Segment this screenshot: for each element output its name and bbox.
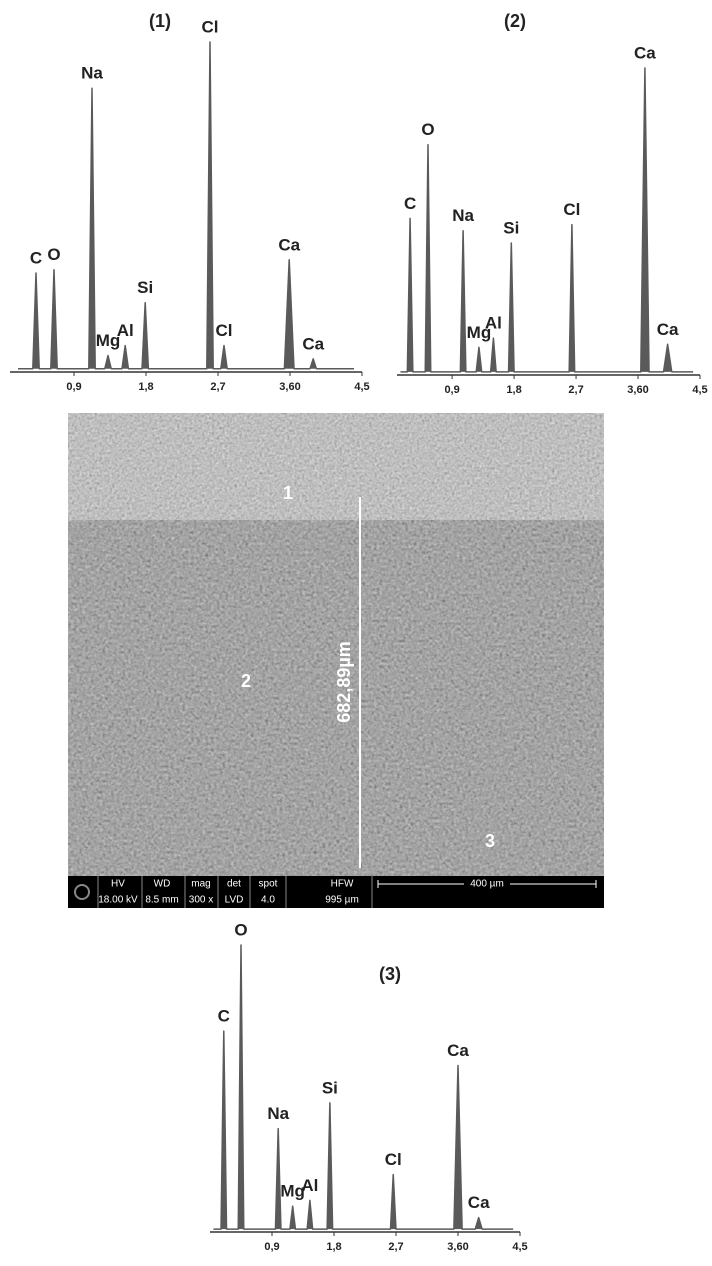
peak-label: Cl [216,321,233,340]
peak-label: C [218,1007,230,1026]
peak-label: Al [117,321,134,340]
info-value: LVD [225,895,244,906]
info-value: 4.0 [261,895,275,906]
sem-surface [68,413,604,520]
scale-bar-label: 400 µm [470,879,504,890]
x-tick-label: 3,60 [627,384,648,396]
info-value: 8.5 mm [145,895,178,906]
spectrum [213,944,514,1230]
x-tick-label: 3,60 [447,1241,468,1253]
spectrum [18,41,354,370]
peak-label: O [421,120,434,139]
x-tick-label: 2,7 [388,1241,403,1253]
info-header: HV [111,879,125,890]
x-tick-label: 0,9 [264,1241,279,1253]
x-tick-label: 0,9 [444,384,459,396]
x-tick-label: 4,5 [692,384,707,396]
scale-bar-gap [464,878,510,890]
x-tick-label: 2,7 [210,381,225,393]
peak-label: Mg [96,331,121,350]
peak-label: Mg [467,323,492,342]
info-header: HFW [331,879,354,890]
peak-label: Ca [657,320,679,339]
peak-label: Cl [202,17,219,36]
peak-label: Si [137,278,153,297]
info-header: spot [259,879,278,890]
info-value: 18.00 kV [98,895,138,906]
measurement-label: 682,89µm [334,641,354,722]
peak-label: Mg [280,1182,305,1201]
x-tick-label: 0,9 [66,381,81,393]
peak-label: Ca [278,235,300,254]
x-tick-label: 3,60 [279,381,300,393]
peak-label: Si [503,218,519,237]
x-tick-label: 1,8 [506,384,521,396]
x-tick-label: 2,7 [568,384,583,396]
peak-label: Cl [385,1150,402,1169]
peak-label: Al [301,1176,318,1195]
peak-label: Ca [302,334,324,353]
peak-label: C [30,248,42,267]
point-label: 1 [283,483,293,503]
peak-label: Ca [447,1041,469,1060]
point-label: 2 [241,671,251,691]
peak-label: Na [81,64,103,83]
sem-image: 682,89µm 1 2 3 400 µm [68,413,604,908]
info-header: WD [154,879,171,890]
peak-label: Ca [634,43,656,62]
spectrum [400,67,694,373]
info-value: 995 µm [325,895,359,906]
x-tick-label: 4,5 [354,381,369,393]
info-header: mag [191,879,210,890]
peak-label: Al [485,314,502,333]
info-header: det [227,879,241,890]
peak-label: Ca [468,1193,490,1212]
chart-title: (1) [149,11,171,31]
logo [74,884,90,900]
peak-label: Na [452,206,474,225]
chart-title: (3) [379,964,401,984]
info-bar [68,876,604,908]
peak-label: C [404,194,416,213]
info-value: 300 x [189,895,213,906]
peak-label: O [234,920,247,939]
peak-label: Si [322,1078,338,1097]
x-tick-label: 4,5 [512,1241,527,1253]
chart-title: (2) [504,11,526,31]
x-tick-label: 1,8 [138,381,153,393]
peak-label: Cl [563,200,580,219]
peak-label: Na [267,1104,289,1123]
x-tick-label: 1,8 [326,1241,341,1253]
point-label: 3 [485,831,495,851]
peak-label: O [47,245,60,264]
